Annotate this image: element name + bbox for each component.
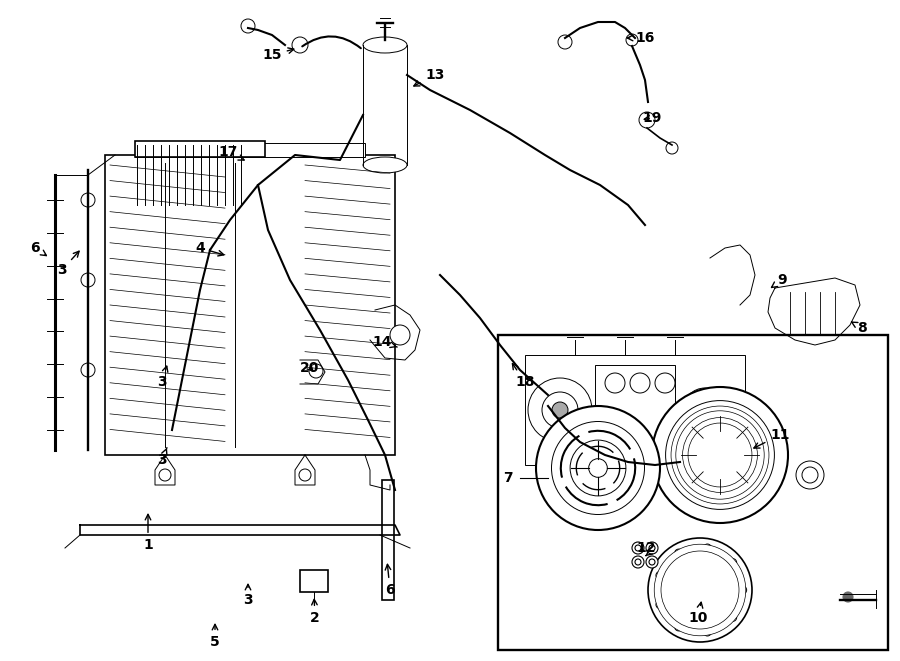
Circle shape [536, 406, 660, 530]
Text: 1: 1 [143, 514, 153, 552]
Circle shape [540, 390, 556, 406]
Circle shape [81, 193, 95, 207]
Circle shape [241, 19, 255, 33]
Circle shape [654, 544, 746, 636]
Bar [498, 335, 888, 650]
Circle shape [739, 586, 747, 594]
Circle shape [648, 538, 752, 642]
Circle shape [796, 461, 824, 489]
Circle shape [661, 551, 739, 629]
Circle shape [552, 422, 644, 514]
Text: 5: 5 [210, 625, 220, 649]
Text: 15: 15 [262, 48, 293, 62]
Bar [300, 570, 328, 592]
Circle shape [632, 556, 644, 568]
Circle shape [695, 400, 715, 420]
Circle shape [688, 423, 752, 487]
Circle shape [843, 592, 853, 602]
Bar [525, 355, 745, 465]
Circle shape [542, 392, 578, 428]
Circle shape [528, 378, 592, 442]
Text: 7: 7 [503, 471, 513, 485]
Circle shape [81, 363, 95, 377]
Circle shape [676, 410, 764, 499]
Circle shape [672, 452, 688, 468]
Text: 14: 14 [373, 335, 397, 349]
Text: 2: 2 [310, 600, 320, 625]
Circle shape [652, 387, 788, 523]
Circle shape [649, 559, 655, 565]
Text: 20: 20 [301, 361, 320, 375]
Circle shape [558, 35, 572, 49]
Circle shape [704, 628, 711, 636]
Circle shape [680, 414, 760, 496]
Text: 4: 4 [195, 241, 224, 256]
Circle shape [626, 34, 638, 46]
Bar [595, 365, 675, 455]
Text: 12: 12 [636, 541, 656, 555]
Circle shape [639, 112, 655, 128]
Circle shape [632, 542, 644, 554]
Text: 6: 6 [31, 241, 47, 256]
Text: 17: 17 [219, 145, 244, 160]
Circle shape [729, 559, 737, 566]
Bar [135, 141, 265, 157]
Circle shape [675, 549, 683, 557]
Circle shape [605, 373, 625, 393]
Circle shape [656, 571, 664, 580]
Circle shape [649, 545, 655, 551]
Ellipse shape [363, 37, 407, 53]
Circle shape [159, 469, 171, 481]
Circle shape [671, 406, 769, 504]
Circle shape [682, 418, 758, 492]
Text: 11: 11 [754, 428, 790, 448]
Bar [105, 155, 395, 455]
Bar [135, 143, 365, 157]
Circle shape [683, 388, 727, 432]
Circle shape [390, 325, 410, 345]
Circle shape [292, 37, 308, 53]
Circle shape [635, 559, 641, 565]
Circle shape [81, 273, 95, 287]
Circle shape [646, 542, 658, 554]
Text: 3: 3 [58, 251, 79, 277]
Circle shape [666, 142, 678, 154]
Circle shape [697, 431, 743, 479]
Ellipse shape [363, 157, 407, 173]
Text: 8: 8 [851, 321, 867, 335]
Bar [382, 480, 394, 600]
Circle shape [589, 459, 608, 477]
Text: 3: 3 [158, 366, 167, 389]
Circle shape [656, 601, 664, 609]
Circle shape [729, 613, 737, 621]
Text: 13: 13 [414, 68, 445, 86]
Circle shape [655, 373, 675, 393]
Text: 9: 9 [771, 273, 787, 288]
Circle shape [635, 545, 641, 551]
Circle shape [630, 373, 650, 393]
Circle shape [570, 440, 626, 496]
Circle shape [309, 364, 323, 378]
Circle shape [666, 556, 734, 624]
Circle shape [704, 544, 711, 552]
Circle shape [802, 467, 818, 483]
Text: 19: 19 [643, 111, 662, 125]
Text: 18: 18 [512, 364, 535, 389]
Circle shape [675, 623, 683, 631]
Text: 6: 6 [385, 564, 395, 597]
Text: 10: 10 [688, 602, 707, 625]
Circle shape [646, 556, 658, 568]
Circle shape [686, 576, 715, 605]
Text: 16: 16 [627, 31, 654, 45]
Circle shape [666, 401, 774, 510]
Circle shape [552, 402, 568, 418]
Text: 3: 3 [158, 447, 166, 467]
Circle shape [299, 469, 311, 481]
Text: 3: 3 [243, 584, 253, 607]
